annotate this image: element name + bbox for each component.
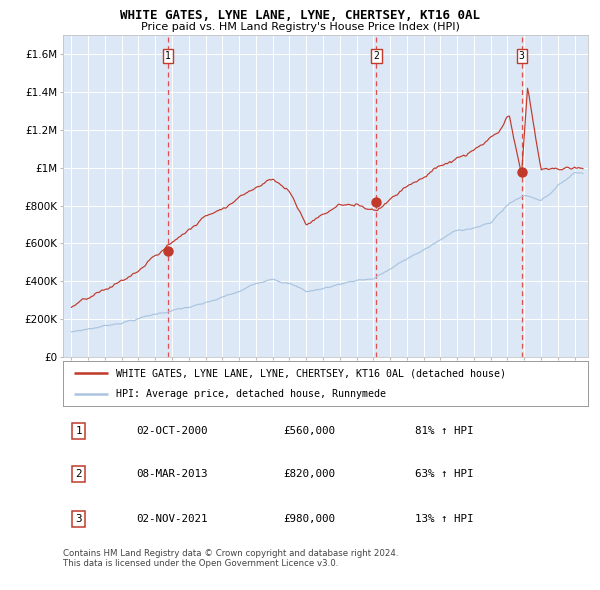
Text: £820,000: £820,000 [284, 469, 335, 479]
Text: Contains HM Land Registry data © Crown copyright and database right 2024.
This d: Contains HM Land Registry data © Crown c… [63, 549, 398, 568]
Text: WHITE GATES, LYNE LANE, LYNE, CHERTSEY, KT16 0AL (detached house): WHITE GATES, LYNE LANE, LYNE, CHERTSEY, … [115, 368, 505, 378]
Text: 3: 3 [518, 51, 524, 61]
Text: 63% ↑ HPI: 63% ↑ HPI [415, 469, 473, 479]
Text: 02-OCT-2000: 02-OCT-2000 [137, 426, 208, 436]
Text: 02-NOV-2021: 02-NOV-2021 [137, 514, 208, 524]
Text: 2: 2 [76, 469, 82, 479]
Text: HPI: Average price, detached house, Runnymede: HPI: Average price, detached house, Runn… [115, 389, 386, 399]
Text: 08-MAR-2013: 08-MAR-2013 [137, 469, 208, 479]
Text: 2: 2 [374, 51, 379, 61]
Text: 1: 1 [165, 51, 171, 61]
Text: £980,000: £980,000 [284, 514, 335, 524]
Text: WHITE GATES, LYNE LANE, LYNE, CHERTSEY, KT16 0AL: WHITE GATES, LYNE LANE, LYNE, CHERTSEY, … [120, 9, 480, 22]
Text: 3: 3 [76, 514, 82, 524]
Text: Price paid vs. HM Land Registry's House Price Index (HPI): Price paid vs. HM Land Registry's House … [140, 22, 460, 32]
Text: £560,000: £560,000 [284, 426, 335, 436]
Text: 13% ↑ HPI: 13% ↑ HPI [415, 514, 473, 524]
Text: 1: 1 [76, 426, 82, 436]
Text: 81% ↑ HPI: 81% ↑ HPI [415, 426, 473, 436]
